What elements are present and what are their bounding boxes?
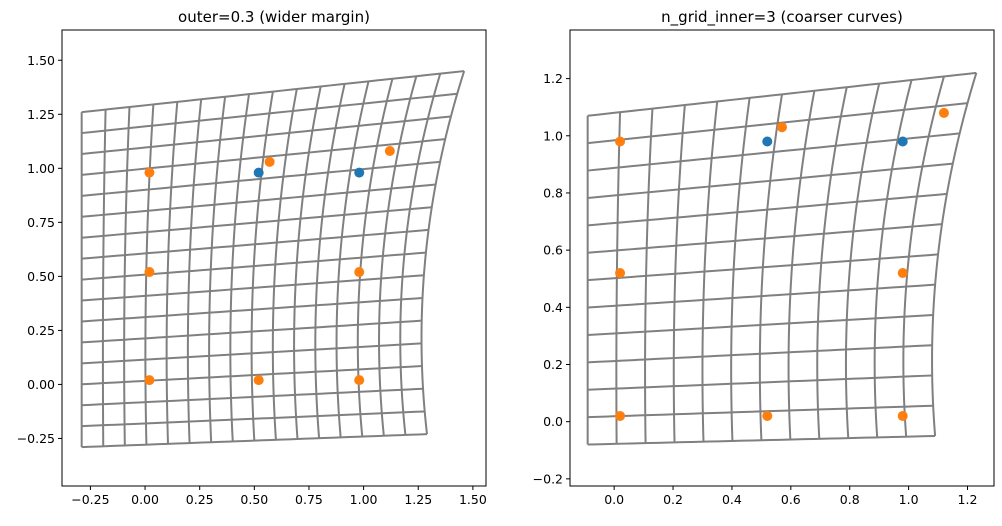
grid-line-horizontal [81,70,465,114]
data-point [264,156,275,167]
axes-frame [61,29,487,487]
grid-line-horizontal [587,162,953,199]
grid-line-horizontal [81,342,422,365]
grid-line-horizontal [81,433,428,449]
grid-line-horizontal [81,251,426,281]
data-point [762,410,773,421]
x-tick-label: 0.25 [186,492,214,507]
grid-line-horizontal [587,344,933,364]
x-tick-label: 1.2 [958,492,978,507]
grid-line-horizontal [81,365,423,386]
x-tick-label: 0.50 [240,492,268,507]
grid-line-horizontal [587,283,936,309]
subplot-left: outer=0.3 (wider margin) −0.25 0.00 0.25 0.5… [17,8,487,507]
y-tick-label: 1.0 [543,128,563,143]
y-tick-label: 1.50 [27,53,55,68]
y-tick-label: 0.8 [543,185,563,200]
x-tick-label: 0.0 [604,492,624,507]
x-tick-label: 0.8 [840,492,860,507]
y-tick-label: 0.25 [27,323,55,338]
grid-line-horizontal [81,92,458,135]
grid-line-horizontal [587,434,936,446]
x-tick-label: 1.25 [404,492,432,507]
data-point [897,268,908,279]
grid-line-horizontal [81,274,424,302]
point-series [144,146,395,386]
axes-frame [569,29,995,487]
grid-line-horizontal [81,138,446,176]
point-series [253,167,365,178]
x-tick-label: 0.2 [663,492,683,507]
chart-title: outer=0.3 (wider margin) [178,8,370,26]
grid-line-horizontal [587,71,977,117]
grid-line-horizontal [587,253,939,282]
y-tick-label: 0.2 [543,357,563,372]
grid-line-horizontal [587,132,960,172]
y-tick-label: −0.25 [17,431,55,446]
grid-line-horizontal [587,374,933,391]
grid-line-horizontal [81,206,432,239]
data-point [354,375,365,386]
data-point [354,267,365,278]
data-point [897,410,908,421]
grid-line-horizontal [81,387,424,407]
x-tick-label: 0.00 [131,492,159,507]
data-point [354,167,365,178]
data-point [144,267,155,278]
grid-line-horizontal [81,228,429,260]
x-tick-label: 0.4 [722,492,742,507]
subplot-right: n_grid_inner=3 (coarser curves) 0.0 0.2 0.4… [533,8,995,507]
y-tick-label: 0.00 [27,377,55,392]
grid-line-horizontal [587,223,943,254]
y-tick-label: −0.2 [533,471,563,486]
data-point [144,167,155,178]
y-tick-label: 0.0 [543,414,563,429]
grid-line-horizontal [587,102,968,145]
y-tick-label: 1.00 [27,161,55,176]
y-tick-label: 0.4 [543,300,563,315]
y-tick-label: 1.2 [543,71,563,86]
grid-line-vertical [931,72,978,437]
data-point [253,375,264,386]
x-tick-label: 0.75 [295,492,323,507]
data-point [253,167,264,178]
point-series [615,107,949,421]
grid-line-horizontal [81,410,425,428]
y-tick-label: 0.50 [27,269,55,284]
data-point [384,146,395,157]
data-point [144,375,155,386]
data-point [897,136,908,147]
grid-line-horizontal [587,404,934,419]
data-point [938,107,949,118]
chart-title: n_grid_inner=3 (coarser curves) [661,8,903,27]
grid-line-horizontal [81,115,451,155]
grid-line-horizontal [81,319,422,344]
x-tick-label: 1.00 [350,492,378,507]
grid-line-horizontal [587,313,934,336]
x-tick-label: −0.25 [71,492,109,507]
y-tick-label: 0.75 [27,215,55,230]
data-point [615,410,626,421]
grid-line-horizontal [81,183,436,218]
grid-line-horizontal [587,192,947,227]
data-point [777,122,787,133]
x-tick-label: 0.6 [781,492,801,507]
data-point [615,136,626,147]
x-tick-label: 1.0 [899,492,919,507]
point-series [762,136,908,147]
warped-grid [586,71,978,446]
grid-line-horizontal [81,296,423,323]
grid-line-horizontal [81,160,441,197]
warped-grid [80,70,466,449]
grid-line-vertical [420,70,466,435]
data-point [762,136,773,147]
data-point [615,268,626,279]
y-tick-label: 1.25 [27,107,55,122]
y-tick-label: 0.6 [543,243,563,258]
x-tick-label: 1.50 [459,492,487,507]
